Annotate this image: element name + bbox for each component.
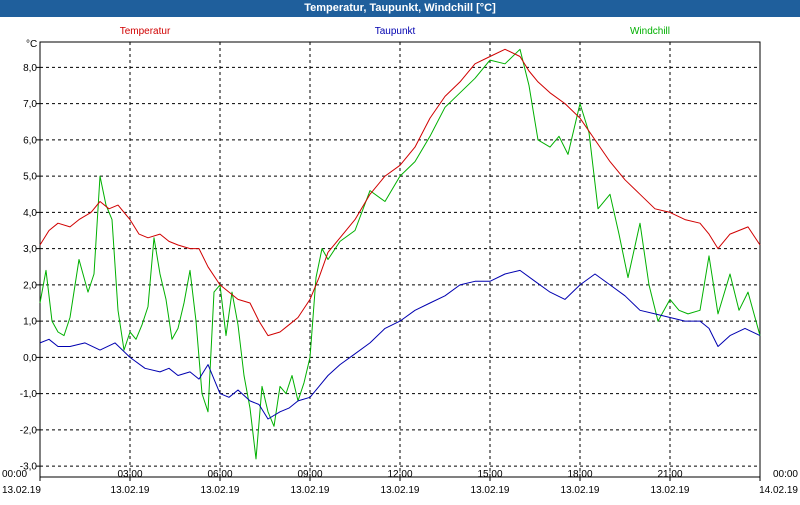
y-tick-label: 0,0 — [23, 353, 37, 364]
series-line-taupunkt — [39, 269, 761, 420]
x-tick-date: 13.02.19 — [111, 485, 150, 496]
x-tick-time: 21:00 — [657, 469, 682, 480]
x-tick-date: 14.02.19 — [759, 485, 798, 496]
y-tick-label: 3,0 — [23, 244, 37, 255]
y-tick-label: 6,0 — [23, 135, 37, 146]
y-tick-label: 1,0 — [23, 317, 37, 328]
legend-item-windchill: Windchill — [630, 26, 670, 37]
y-tick-label: 4,0 — [23, 208, 37, 219]
grid-lines — [40, 42, 760, 477]
x-tick-time: 06:00 — [207, 469, 232, 480]
y-tick-label: 7,0 — [23, 99, 37, 110]
y-tick-label: -1,0 — [20, 389, 38, 400]
legend-item-temperatur: Temperatur — [120, 26, 171, 37]
y-tick-label: 2,0 — [23, 280, 37, 291]
y-tick-label: 5,0 — [23, 172, 37, 183]
x-tick-date: 13.02.19 — [561, 485, 600, 496]
x-tick-time: 18:00 — [567, 469, 592, 480]
chart-svg: Temperatur Taupunkt Windchill °C -3,0-2,0-… — [2, 26, 798, 496]
y-tick-label: 8,0 — [23, 63, 37, 74]
x-tick-time: 09:00 — [297, 469, 322, 480]
x-tick-time: 12:00 — [387, 469, 412, 480]
x-tick-date: 13.02.19 — [201, 485, 240, 496]
chart-title: Temperatur, Taupunkt, Windchill [°C] — [0, 0, 800, 17]
x-tick-date: 13.02.19 — [381, 485, 420, 496]
y-axis: -3,0 -2,0 -1,0 0,0 1,0 2,0 3,0 4,0 5,0 6,0 7,0 8,0 — [20, 63, 40, 473]
y-axis-unit-label: °C — [26, 39, 37, 50]
x-tick-time: 03:00 — [117, 469, 142, 480]
x-tick-time: 15:00 — [477, 469, 502, 480]
x-tick-date: 13.02.19 — [471, 485, 510, 496]
legend-item-taupunkt: Taupunkt — [375, 26, 416, 37]
x-tick-date: 13.02.19 — [291, 485, 330, 496]
series-line-temperatur — [39, 48, 761, 337]
x-tick-time: 00:00 — [2, 469, 27, 480]
x-tick-time: 00:00 — [773, 469, 798, 480]
y-tick-label: -2,0 — [20, 425, 38, 436]
x-tick-date: 13.02.19 — [651, 485, 690, 496]
x-tick-date: 13.02.19 — [2, 485, 41, 496]
x-axis: 00:00 13.02.19 03:00 13.02.19 06:00 13.02.19 0… — [2, 469, 798, 496]
y-tick-label: -3,0 — [20, 462, 38, 473]
series-group — [39, 48, 761, 460]
chart-canvas: Temperatur Taupunkt Windchill °C -3,0 -2,0-… — [0, 17, 800, 500]
legend: Temperatur Taupunkt Windchill — [120, 26, 670, 37]
